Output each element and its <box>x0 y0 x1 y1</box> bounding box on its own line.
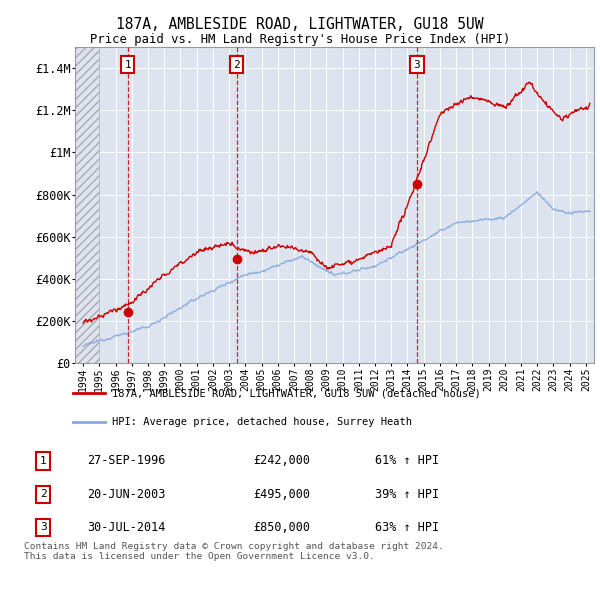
Text: 20-JUN-2003: 20-JUN-2003 <box>88 487 166 500</box>
Text: £242,000: £242,000 <box>253 454 310 467</box>
Text: 2: 2 <box>233 60 240 70</box>
Text: 2: 2 <box>40 489 47 499</box>
Text: 187A, AMBLESIDE ROAD, LIGHTWATER, GU18 5UW (detached house): 187A, AMBLESIDE ROAD, LIGHTWATER, GU18 5… <box>113 388 481 398</box>
Text: 30-JUL-2014: 30-JUL-2014 <box>88 520 166 534</box>
Text: 3: 3 <box>40 522 47 532</box>
Text: 1: 1 <box>40 456 47 466</box>
Text: 27-SEP-1996: 27-SEP-1996 <box>88 454 166 467</box>
Text: Price paid vs. HM Land Registry's House Price Index (HPI): Price paid vs. HM Land Registry's House … <box>90 33 510 46</box>
Text: £495,000: £495,000 <box>253 487 310 500</box>
Text: 187A, AMBLESIDE ROAD, LIGHTWATER, GU18 5UW: 187A, AMBLESIDE ROAD, LIGHTWATER, GU18 5… <box>116 17 484 31</box>
Text: 39% ↑ HPI: 39% ↑ HPI <box>374 487 439 500</box>
Text: £850,000: £850,000 <box>253 520 310 534</box>
Bar <box>75 47 100 363</box>
Text: Contains HM Land Registry data © Crown copyright and database right 2024.
This d: Contains HM Land Registry data © Crown c… <box>24 542 444 561</box>
Text: 61% ↑ HPI: 61% ↑ HPI <box>374 454 439 467</box>
Text: 3: 3 <box>413 60 420 70</box>
Text: HPI: Average price, detached house, Surrey Heath: HPI: Average price, detached house, Surr… <box>113 417 413 427</box>
Text: 1: 1 <box>124 60 131 70</box>
Text: 63% ↑ HPI: 63% ↑ HPI <box>374 520 439 534</box>
